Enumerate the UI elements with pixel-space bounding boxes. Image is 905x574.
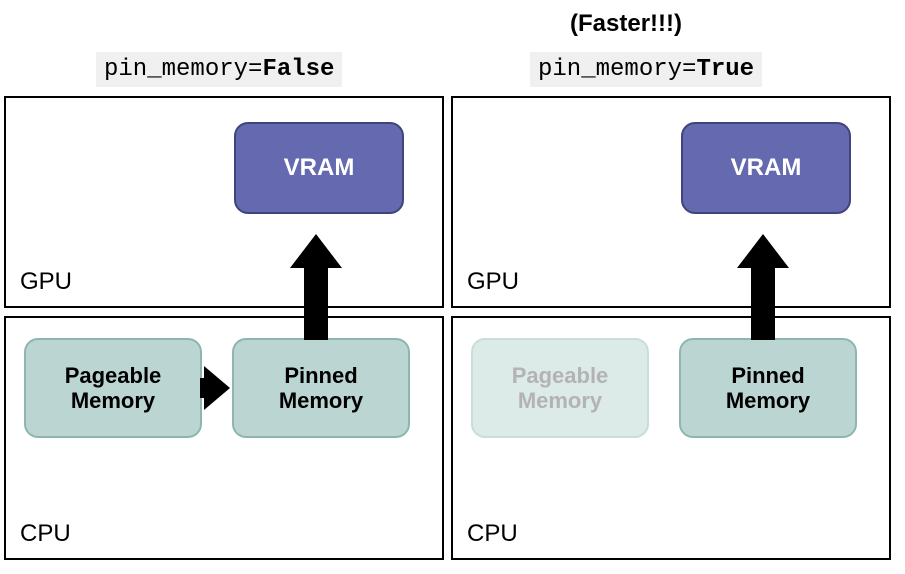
right-code-value: True [696, 56, 754, 83]
left-gpu-label: GPU [20, 268, 72, 296]
left-gpu-panel: VRAM GPU [4, 96, 444, 308]
faster-label: (Faster!!!) [570, 10, 682, 38]
left-cpu-panel: Pageable Memory Pinned Memory CPU [4, 316, 444, 560]
right-title-code: pin_memory=True [530, 52, 762, 87]
right-arrow-pinned-to-vram [751, 264, 775, 340]
right-pageable-box-faded: Pageable Memory [471, 338, 649, 438]
right-vram-label: VRAM [731, 154, 802, 182]
left-vram-box: VRAM [234, 122, 404, 214]
left-title-code: pin_memory=False [96, 52, 342, 87]
left-arrow-pageable-to-pinned [200, 378, 208, 398]
right-gpu-label: GPU [467, 268, 519, 296]
left-pinned-box: Pinned Memory [232, 338, 410, 438]
left-pageable-box: Pageable Memory [24, 338, 202, 438]
left-vram-label: VRAM [284, 154, 355, 182]
left-code-prefix: pin_memory= [104, 56, 262, 83]
left-cpu-label: CPU [20, 520, 71, 548]
right-pinned-label: Pinned Memory [726, 363, 810, 414]
left-code-value: False [262, 56, 334, 83]
right-code-prefix: pin_memory= [538, 56, 696, 83]
pin-memory-diagram: pin_memory=False VRAM GPU Pageable Memor… [0, 0, 905, 574]
left-pageable-label: Pageable Memory [65, 363, 162, 414]
left-arrow-pinned-to-vram [304, 264, 328, 340]
right-cpu-panel: Pageable Memory Pinned Memory CPU [451, 316, 891, 560]
left-pinned-label: Pinned Memory [279, 363, 363, 414]
right-pageable-label: Pageable Memory [512, 363, 609, 414]
right-vram-box: VRAM [681, 122, 851, 214]
right-gpu-panel: VRAM GPU [451, 96, 891, 308]
right-pinned-box: Pinned Memory [679, 338, 857, 438]
right-cpu-label: CPU [467, 520, 518, 548]
